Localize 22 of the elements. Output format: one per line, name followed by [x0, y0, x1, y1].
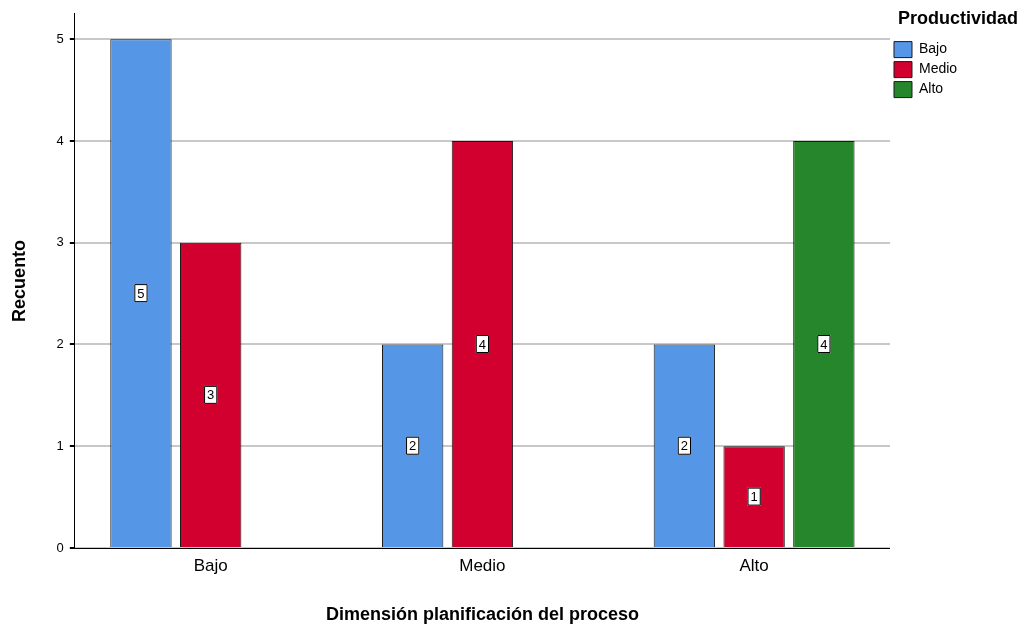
- data-label: 3: [207, 387, 215, 403]
- legend-label: Alto: [918, 80, 944, 97]
- legend-label: Medio: [918, 60, 958, 77]
- data-label: 2: [680, 438, 688, 454]
- data-label: 5: [137, 285, 145, 301]
- x-tick-label: Bajo: [193, 555, 228, 575]
- y-tick-label: 4: [56, 132, 64, 148]
- data-label: 4: [478, 336, 487, 352]
- legend-title: Productividad: [897, 7, 1018, 28]
- y-axis-title: Recuento: [8, 239, 29, 322]
- y-tick-label: 0: [56, 539, 64, 555]
- legend-label: Bajo: [918, 40, 948, 57]
- y-tick-label: 5: [56, 30, 64, 46]
- data-label: 2: [409, 438, 417, 454]
- y-tick-label: 3: [56, 234, 64, 250]
- data-label: 4: [820, 336, 828, 352]
- data-label: 1: [750, 489, 758, 505]
- x-tick-label: Medio: [459, 555, 506, 575]
- y-tick-label: 1: [56, 437, 64, 453]
- x-axis-title: Dimensión planificación del proceso: [325, 604, 639, 625]
- x-tick-label: Alto: [739, 555, 769, 575]
- y-tick-label: 2: [56, 336, 64, 352]
